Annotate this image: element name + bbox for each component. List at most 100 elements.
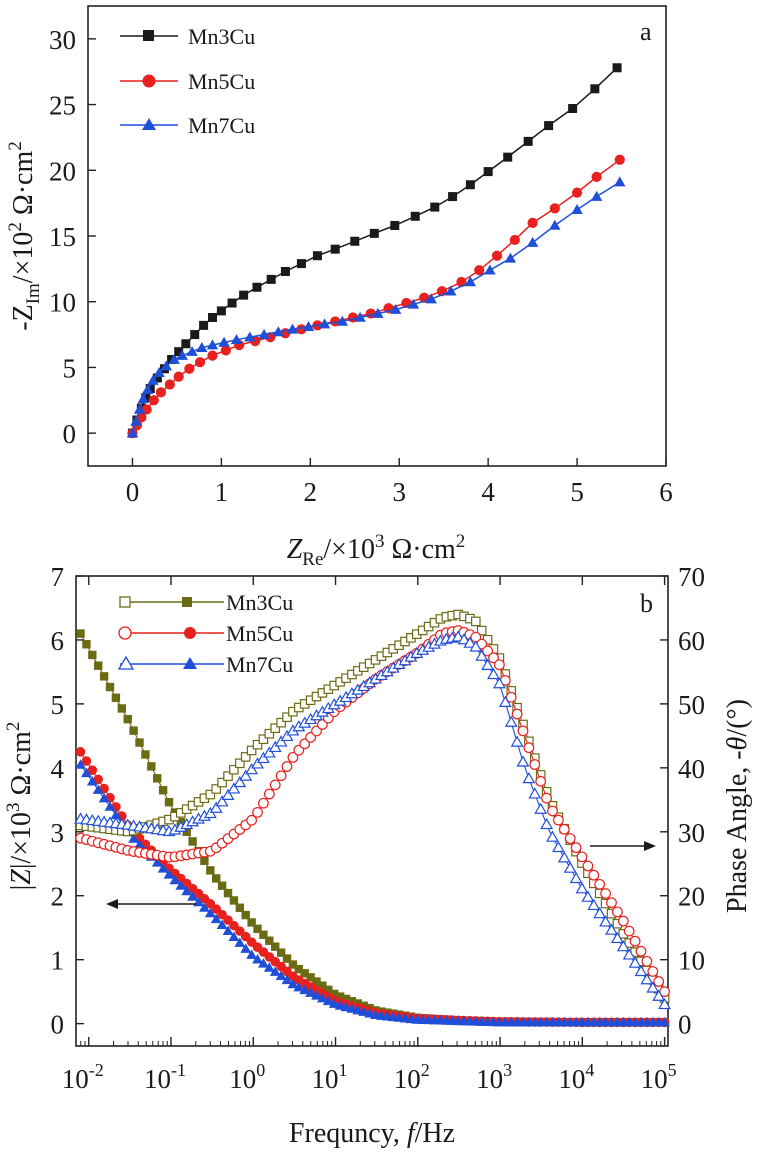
square-point	[217, 777, 227, 788]
triangle-point	[336, 315, 349, 326]
circle-point	[635, 945, 647, 957]
square-point	[335, 992, 345, 1001]
square-point	[252, 739, 263, 750]
circle-point	[155, 387, 167, 398]
legend-item-mn3cu: Mn3Cu	[120, 24, 255, 49]
triangle-point	[504, 252, 517, 263]
y-tick-label: 2	[51, 882, 65, 912]
circle-filled-marker	[184, 627, 196, 639]
triangle-point	[256, 751, 270, 764]
y-tick-label: 5	[51, 690, 65, 720]
square-point	[294, 964, 304, 974]
circle-point	[474, 265, 485, 276]
circle-point	[547, 805, 558, 817]
square-point	[229, 764, 239, 775]
legend-item-mn7cu: Mn7Cu	[117, 652, 293, 677]
square-point	[141, 393, 151, 403]
square-point	[200, 856, 209, 865]
triangle-point	[126, 427, 139, 438]
triangle-point	[322, 995, 334, 1006]
triangle-point	[352, 1004, 364, 1015]
triangle-point	[469, 640, 483, 652]
x-tick-label: 102	[394, 1060, 430, 1094]
series-line	[131, 159, 621, 434]
square-point	[296, 259, 306, 269]
circle-point	[263, 788, 275, 800]
square-point	[476, 625, 487, 636]
triangle-open-marker	[117, 655, 135, 670]
y-tick-label: 0	[51, 1010, 65, 1040]
circle-point	[207, 350, 218, 361]
y-tick-label: 4	[51, 754, 65, 784]
square-point	[223, 771, 233, 781]
square-point	[181, 339, 191, 349]
y2-tick-label: 0	[678, 1010, 692, 1040]
x-tick-label: 103	[476, 1060, 512, 1094]
square-point	[341, 994, 351, 1004]
triangle-point	[281, 974, 293, 985]
y-tick-label: 3	[51, 818, 65, 848]
triangle-point	[286, 323, 299, 334]
square-point	[258, 734, 269, 744]
y2-tick-label: 50	[678, 690, 705, 720]
triangle-point	[354, 311, 366, 322]
triangle-point	[141, 384, 154, 395]
triangle-point	[75, 759, 86, 769]
square-point	[227, 298, 237, 308]
square-point	[330, 244, 340, 254]
triangle-point	[445, 285, 457, 296]
square-point	[105, 682, 115, 692]
triangle-point	[128, 833, 140, 843]
square-point	[164, 797, 174, 807]
triangle-point	[176, 349, 188, 360]
circle-point	[482, 645, 494, 657]
circle-point	[517, 725, 529, 737]
square-point	[264, 728, 275, 739]
triangle-point	[81, 767, 92, 778]
square-point	[288, 960, 298, 969]
triangle-point	[187, 891, 199, 901]
panel-label-a: a	[640, 17, 652, 46]
square-point	[241, 910, 250, 920]
square-point	[465, 180, 475, 190]
circle-point	[558, 823, 570, 835]
square-point	[410, 211, 420, 221]
triangle-point	[275, 970, 287, 981]
circle-point	[184, 363, 195, 374]
square-point	[347, 997, 357, 1006]
triangle-point	[318, 318, 331, 329]
circle-point	[505, 691, 517, 703]
triangle-point	[239, 769, 253, 781]
legend-label: Mn5Cu	[188, 69, 255, 94]
square-point	[448, 192, 458, 202]
square-point	[324, 985, 333, 994]
triangle-point	[134, 839, 145, 849]
triangle-point	[153, 366, 165, 377]
triangle-point	[218, 336, 230, 347]
triangle-point	[659, 1016, 670, 1027]
triangle-point	[646, 981, 660, 993]
triangle-point	[549, 219, 561, 230]
series-group-b	[74, 609, 672, 1028]
square-point	[129, 726, 138, 735]
x-tick-label: 105	[641, 1060, 677, 1094]
triangle-point	[206, 339, 219, 350]
triangle-point	[169, 874, 181, 885]
right-axis-arrow	[590, 841, 656, 851]
triangle-point	[593, 907, 607, 919]
square-point	[188, 837, 197, 846]
triangle-point	[199, 902, 210, 912]
x-tick-label: 101	[312, 1060, 348, 1094]
triangle-point	[569, 871, 583, 884]
x-tick-label: 100	[229, 1060, 265, 1094]
panel-label-b: b	[640, 589, 653, 618]
square-point	[235, 758, 245, 769]
square-point	[199, 320, 209, 330]
circle-point	[494, 659, 505, 671]
circle-point	[523, 742, 535, 754]
triangle-point	[262, 746, 276, 758]
triangle-point	[616, 940, 630, 952]
triangle-point	[504, 715, 518, 727]
square-point	[312, 977, 321, 986]
